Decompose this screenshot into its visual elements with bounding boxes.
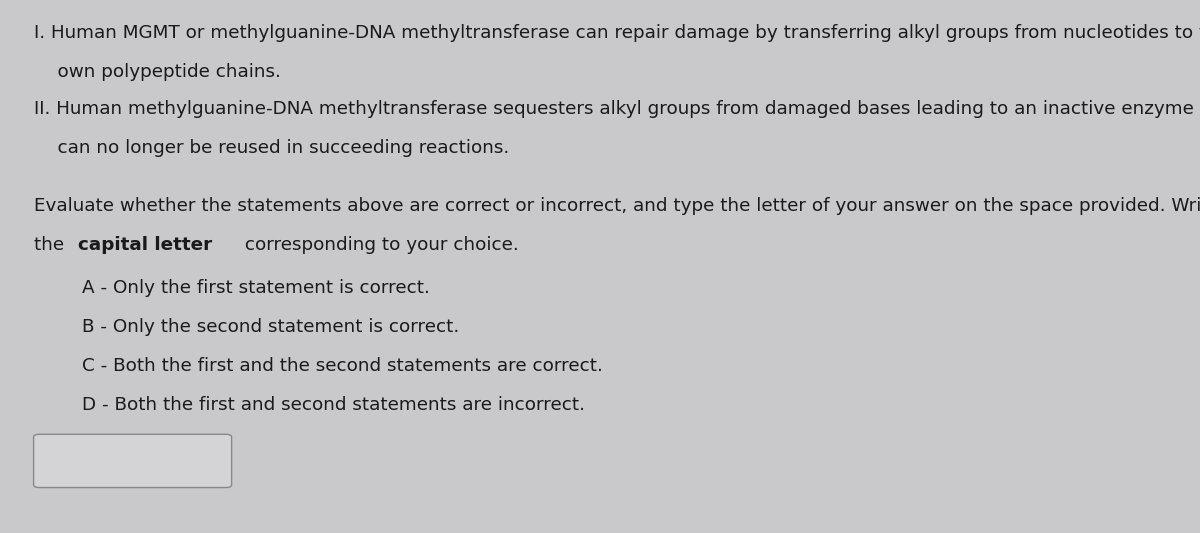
Text: the: the bbox=[34, 236, 70, 254]
Text: C - Both the first and the second statements are correct.: C - Both the first and the second statem… bbox=[82, 357, 602, 375]
FancyBboxPatch shape bbox=[34, 434, 232, 488]
Text: capital letter: capital letter bbox=[78, 236, 211, 254]
Text: D - Both the first and second statements are incorrect.: D - Both the first and second statements… bbox=[82, 395, 584, 414]
Text: B - Only the second statement is correct.: B - Only the second statement is correct… bbox=[82, 318, 458, 336]
Text: Evaluate whether the statements above are correct or incorrect, and type the let: Evaluate whether the statements above ar… bbox=[34, 197, 1200, 215]
Text: corresponding to your choice.: corresponding to your choice. bbox=[239, 236, 520, 254]
Text: own polypeptide chains.: own polypeptide chains. bbox=[34, 63, 281, 81]
Text: can no longer be reused in succeeding reactions.: can no longer be reused in succeeding re… bbox=[34, 139, 509, 157]
Text: II. Human methylguanine-DNA methyltransferase sequesters alkyl groups from damag: II. Human methylguanine-DNA methyltransf… bbox=[34, 100, 1200, 118]
Text: A - Only the first statement is correct.: A - Only the first statement is correct. bbox=[82, 279, 430, 297]
Text: I. Human MGMT or methylguanine-DNA methyltransferase can repair damage by transf: I. Human MGMT or methylguanine-DNA methy… bbox=[34, 24, 1200, 42]
